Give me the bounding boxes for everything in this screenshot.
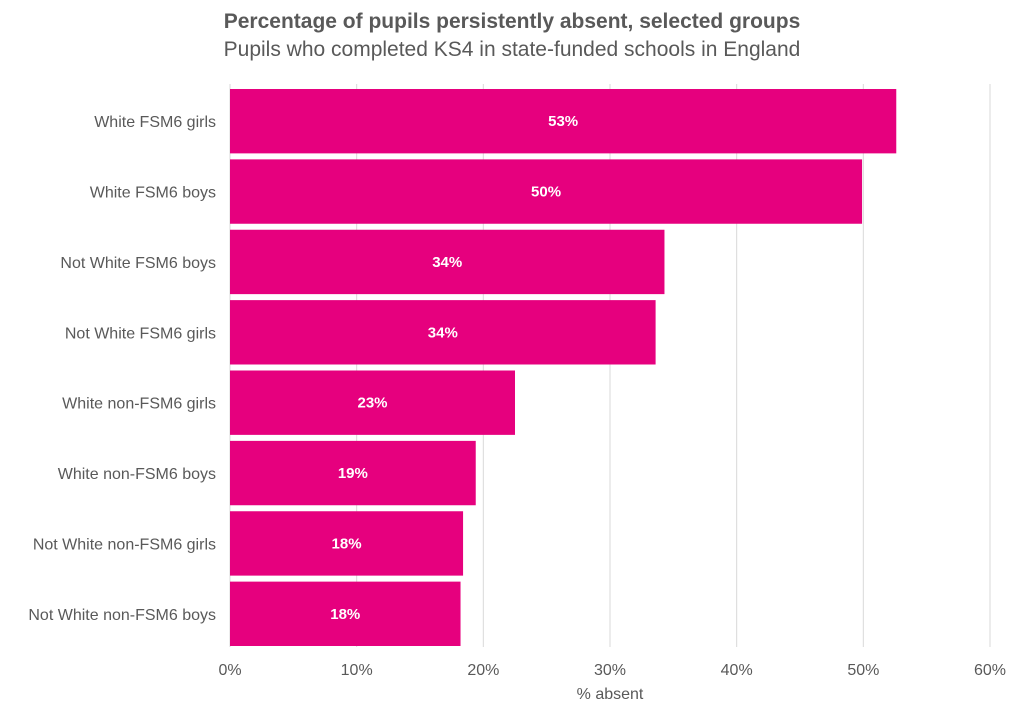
x-tick-label: 30%: [594, 662, 626, 679]
category-label: Not White non-FSM6 boys: [28, 607, 216, 624]
chart-subtitle: Pupils who completed KS4 in state-funded…: [223, 38, 801, 61]
x-axis-title: % absent: [577, 686, 644, 703]
category-labels: White FSM6 girls White FSM6 boys Not White…: [28, 114, 216, 624]
x-tick-label: 0%: [218, 662, 241, 679]
bar: [230, 511, 464, 576]
data-label: 18%: [332, 535, 362, 552]
data-label: 53%: [548, 113, 578, 130]
category-label: White FSM6 boys: [90, 185, 216, 202]
category-label: Not White non-FSM6 girls: [33, 536, 216, 553]
category-label: White FSM6 girls: [94, 114, 216, 131]
x-tick-label: 60%: [974, 662, 1006, 679]
data-label: 34%: [432, 254, 462, 271]
x-tick-label: 20%: [467, 662, 499, 679]
x-tick-label: 10%: [341, 662, 373, 679]
category-label: White non-FSM6 girls: [62, 396, 216, 413]
category-label: Not White FSM6 boys: [60, 255, 216, 272]
data-label: 19%: [338, 465, 368, 482]
x-tick-label: 40%: [721, 662, 753, 679]
category-label: White non-FSM6 boys: [58, 466, 216, 483]
x-tick-label: 50%: [847, 662, 879, 679]
data-label: 50%: [531, 184, 561, 201]
data-label: 34%: [428, 324, 458, 341]
bar: [230, 159, 863, 224]
bar: [230, 370, 515, 435]
category-label: Not White FSM6 girls: [65, 325, 216, 342]
bar: [230, 581, 461, 646]
bar: [230, 229, 665, 295]
data-label: 23%: [357, 395, 387, 412]
bar: [230, 89, 897, 154]
bars: 53% 50% 34% 34% 23% 19% 18% 18%: [230, 89, 897, 646]
bar: [230, 440, 476, 506]
data-label: 18%: [330, 606, 360, 623]
x-axis-ticks: 0% 10% 20% 30% 40% 50% 60%: [218, 662, 1006, 679]
bar: [230, 300, 656, 365]
chart-title: Percentage of pupils persistently absent…: [223, 10, 801, 33]
